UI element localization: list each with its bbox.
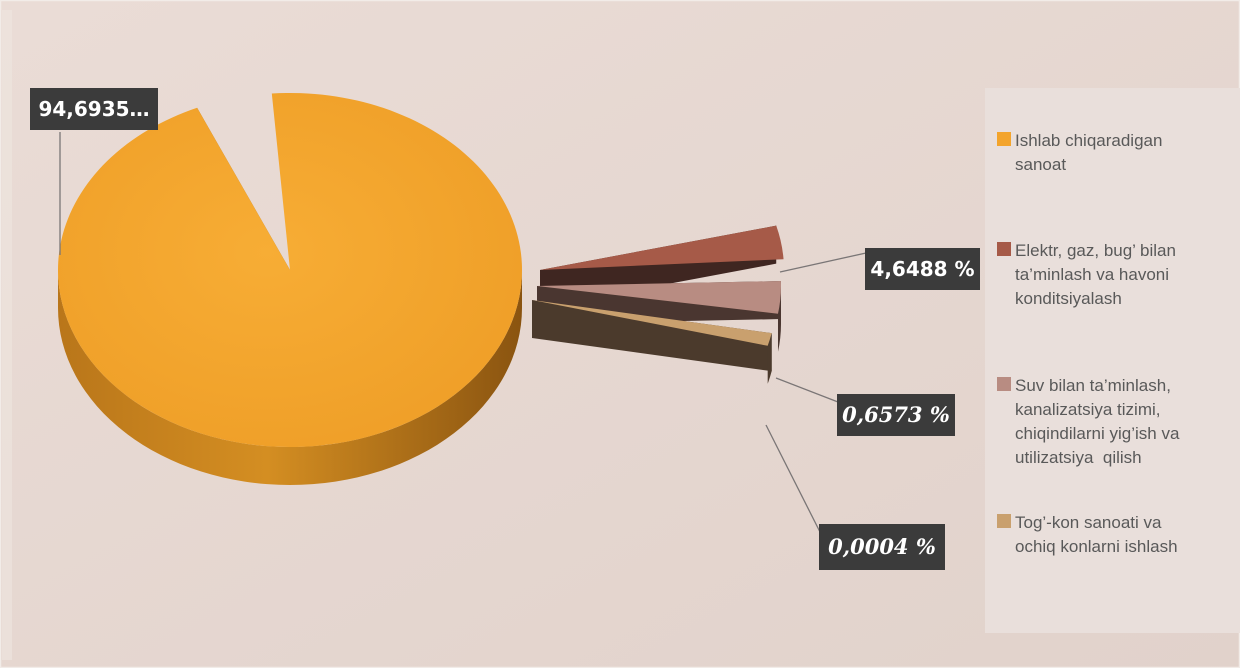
leader-line	[775, 377, 839, 403]
legend-label: Ishlab chiqaradigan	[1015, 131, 1162, 150]
legend-swatch	[997, 132, 1011, 146]
data-label: 0,0004 %	[828, 534, 936, 559]
data-label-box	[837, 394, 955, 436]
legend-label: ta’minlash va havoni	[1015, 265, 1169, 284]
slice-3-side	[777, 286, 781, 352]
leader-line	[779, 252, 867, 273]
legend-label: kanalizatsiya tizimi,	[1015, 400, 1161, 419]
legend-label: Suv bilan ta’minlash,	[1015, 376, 1171, 395]
legend-swatch	[997, 377, 1011, 391]
slice-4-side	[767, 333, 772, 384]
legend-label: Tog’-kon sanoati va	[1015, 513, 1162, 532]
legend-label: chiqindilarni yig’ish va	[1015, 424, 1180, 443]
legend-panel	[985, 88, 1240, 633]
pie-slice-2	[540, 225, 784, 270]
legend-label: sanoat	[1015, 155, 1066, 174]
slice-4-inner-wall	[532, 300, 772, 372]
data-label: 94,6935…	[38, 97, 149, 121]
pie-slice-4	[532, 300, 772, 346]
pie-slice-3	[537, 281, 781, 314]
legend-swatch	[997, 242, 1011, 256]
slice-1-side	[58, 270, 522, 485]
pie-slice-1	[58, 93, 523, 447]
data-label-box	[819, 524, 945, 570]
leader-line	[765, 424, 821, 533]
data-label: 4,6488 %	[870, 257, 974, 281]
legend-label: Elektr, gaz, bug’ bilan	[1015, 241, 1176, 260]
data-label: 0,6573 %	[842, 402, 950, 427]
legend-label: konditsiyalash	[1015, 289, 1122, 308]
data-label-box	[30, 88, 158, 130]
legend-swatch	[997, 514, 1011, 528]
data-label-box	[865, 248, 980, 290]
frame-edge	[2, 10, 12, 660]
legend-label: ochiq konlarni ishlash	[1015, 537, 1178, 556]
legend-label: utilizatsiya qilish	[1015, 448, 1142, 467]
